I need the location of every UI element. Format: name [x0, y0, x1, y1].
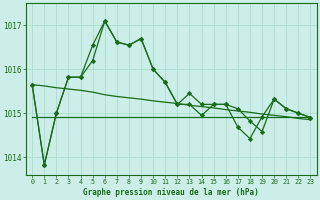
X-axis label: Graphe pression niveau de la mer (hPa): Graphe pression niveau de la mer (hPa)	[84, 188, 259, 197]
